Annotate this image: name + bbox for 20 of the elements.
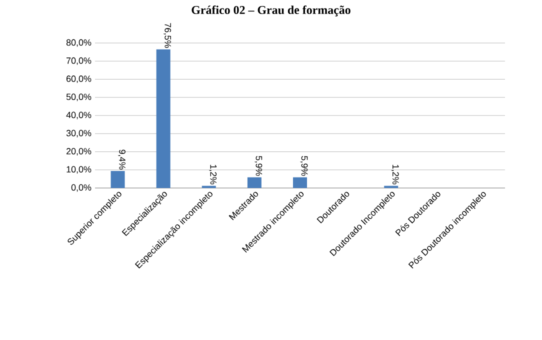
y-tick-label: 50,0%: [66, 94, 92, 102]
y-tick-label: 70,0%: [66, 57, 92, 65]
data-label: 76,5%: [164, 23, 172, 48]
bar: [293, 177, 308, 188]
bar: [156, 49, 170, 188]
data-label: 9,4%: [118, 150, 126, 170]
chart-title: Gráfico 02 – Grau de formação: [192, 6, 350, 16]
y-tick-label: 60,0%: [66, 76, 92, 83]
y-tick-label: 10,0%: [66, 166, 92, 174]
y-tick-label: 80,0%: [66, 39, 92, 47]
data-label: 1,2%: [391, 164, 399, 184]
y-tick-label: 0,0%: [71, 184, 92, 192]
y-tick-label: 30,0%: [66, 130, 92, 138]
data-label: 5,9%: [300, 156, 308, 176]
y-tick-label: 40,0%: [66, 112, 92, 120]
bar: [247, 177, 262, 188]
data-label: 1,2%: [209, 164, 217, 184]
data-label: 5,9%: [254, 156, 262, 176]
y-tick-label: 20,0%: [66, 148, 92, 156]
bar: [110, 170, 125, 188]
